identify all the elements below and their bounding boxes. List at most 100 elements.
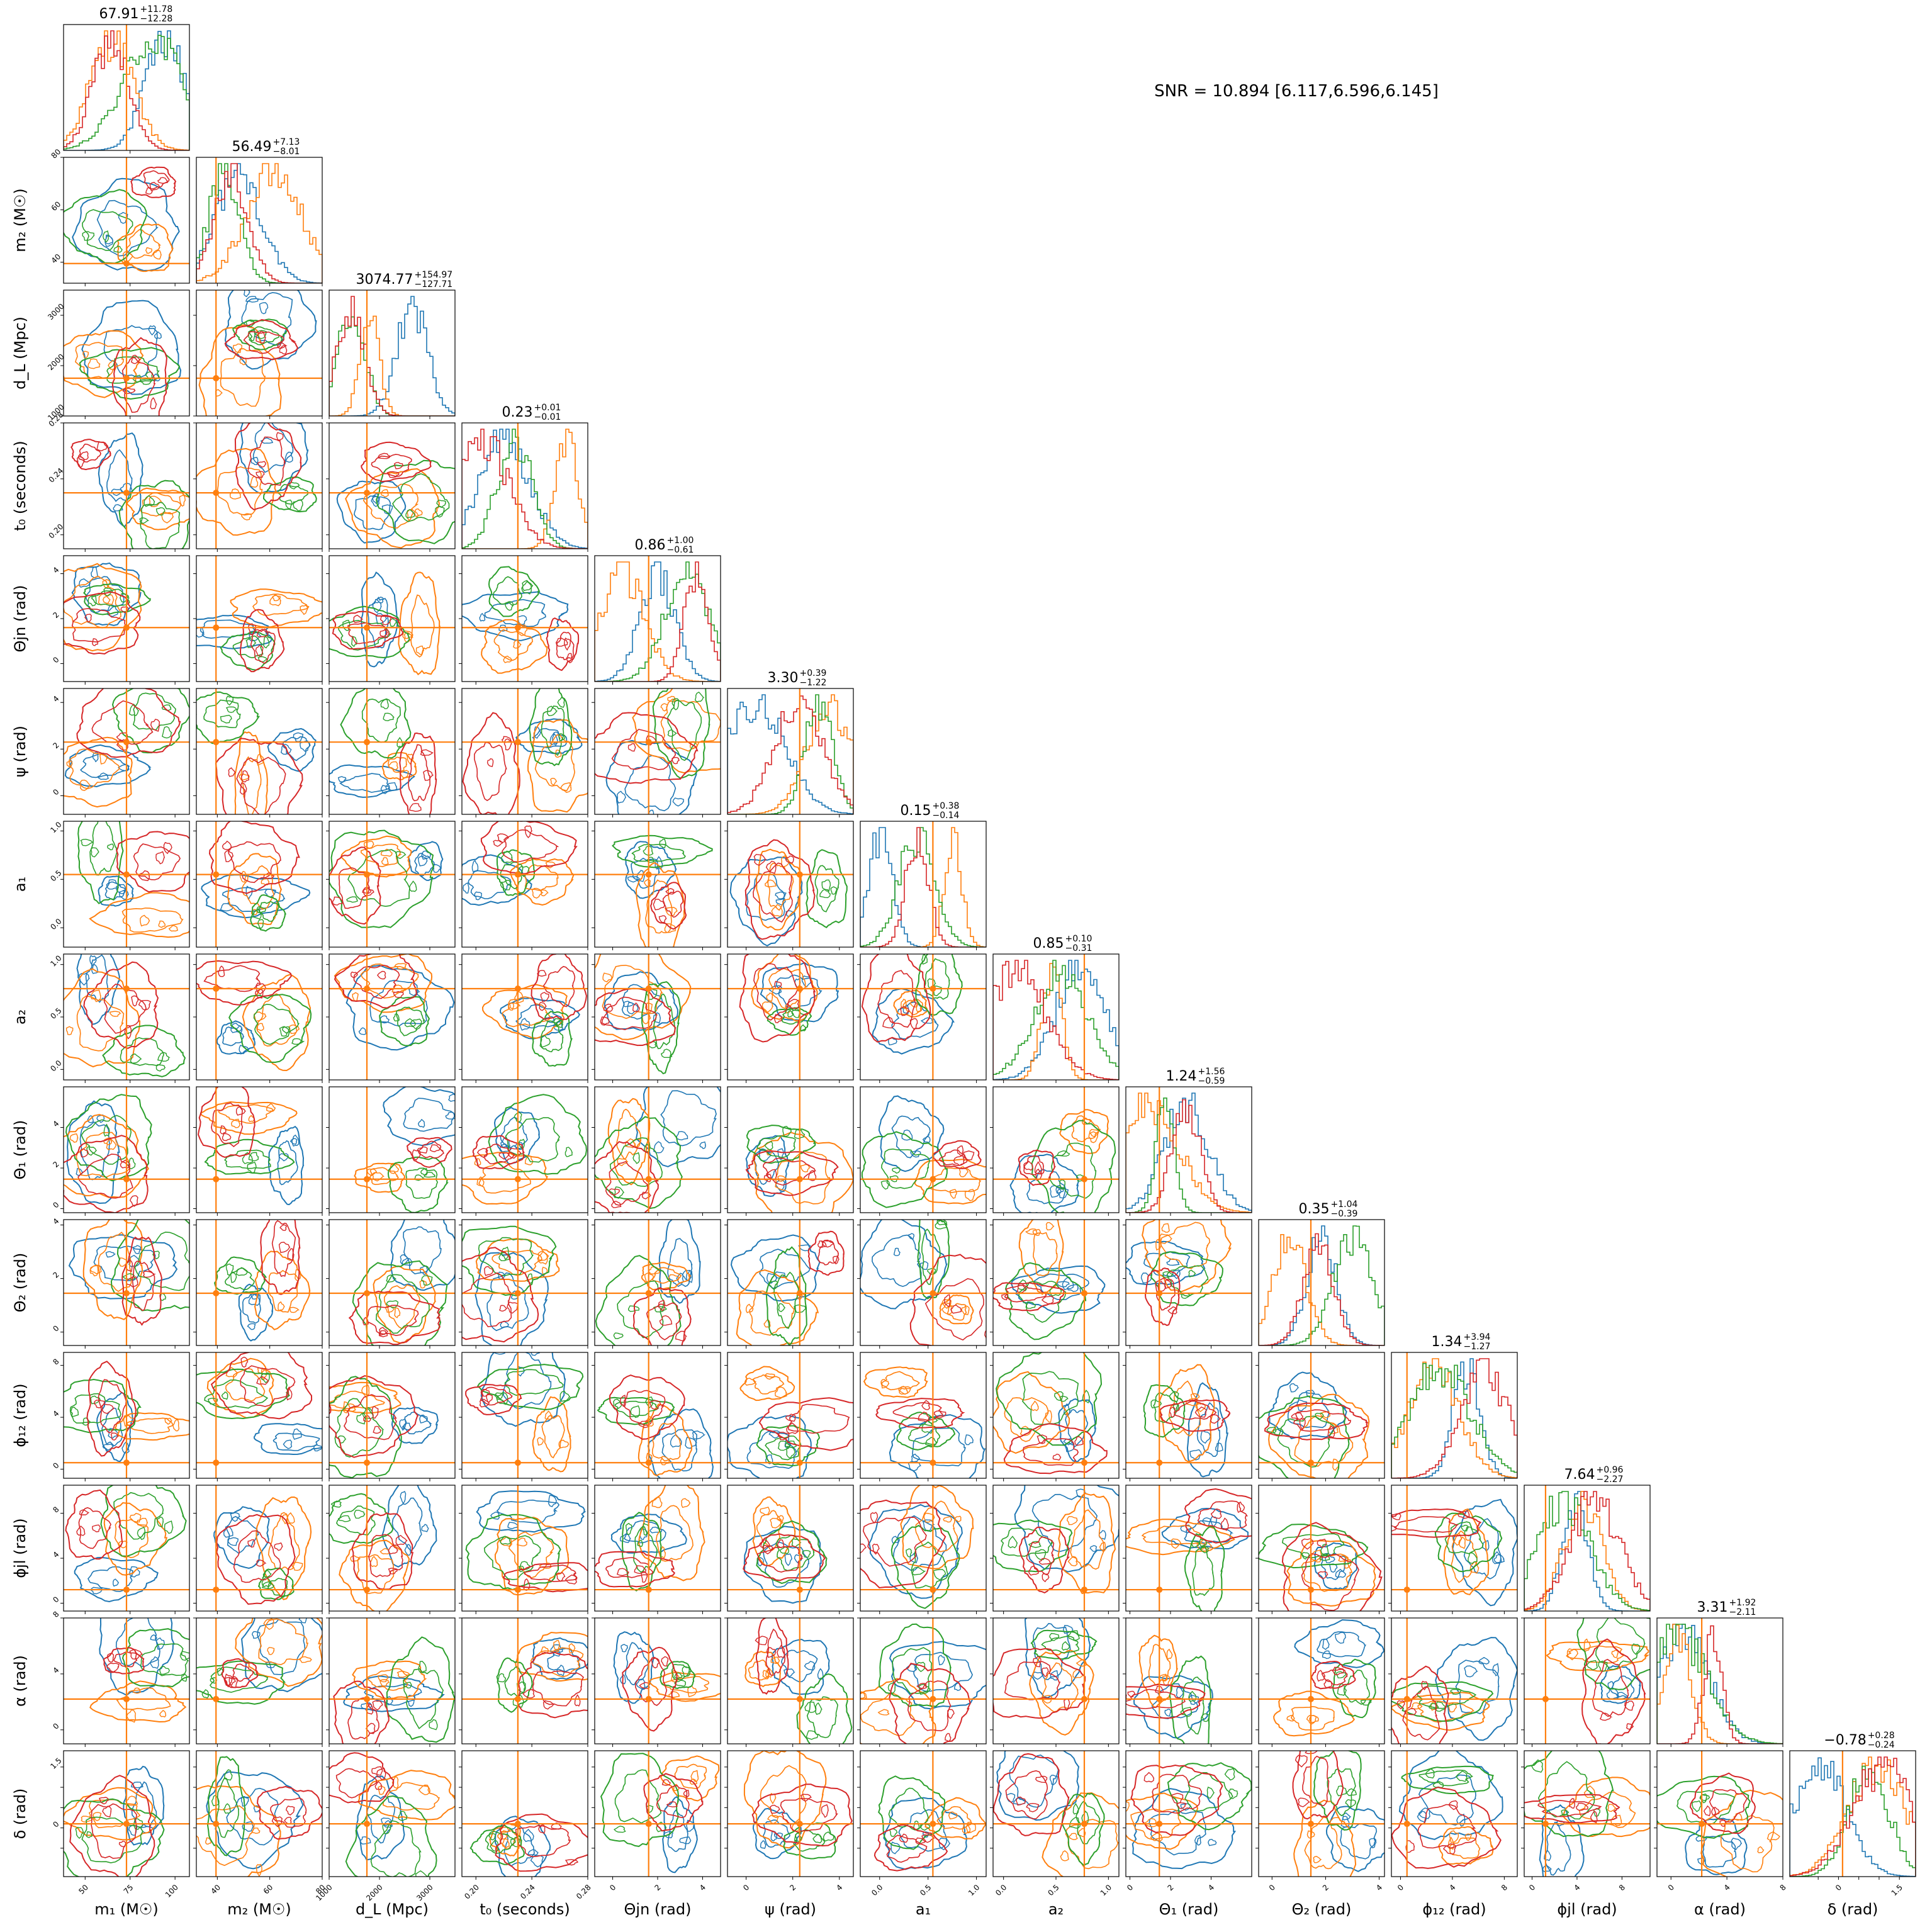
contour-outer-3	[743, 1534, 824, 1580]
x-tick-label: 4	[1374, 1883, 1384, 1892]
contour-inner-3	[1023, 1439, 1078, 1465]
panel-frame	[1259, 1618, 1384, 1744]
truth-marker	[123, 1587, 130, 1593]
contour-island-2	[824, 1832, 834, 1841]
panel-phi_jl-theta_jn	[592, 1478, 721, 1614]
contour-outer-1	[255, 1251, 310, 1329]
y-axis-label-a1: a₁	[11, 877, 29, 892]
x-tick-label: 4	[1572, 1883, 1581, 1892]
contour-inner-3	[460, 1273, 512, 1327]
contour-island-1	[514, 640, 521, 648]
x-tick-label: 0.0	[870, 1883, 884, 1897]
contour-island-1	[364, 841, 374, 849]
contour-inner-0	[94, 1246, 155, 1281]
contour-outer-2	[193, 692, 259, 744]
contour-outer-0	[746, 1136, 789, 1196]
contour-island-3	[1720, 1820, 1726, 1826]
contour-outer-1	[235, 1602, 324, 1686]
contour-island-0	[279, 1154, 289, 1161]
panel-phi_jl-phi12	[1373, 1485, 1517, 1614]
param-stat-plus: +7.13	[272, 137, 300, 147]
x-tick-label: 8	[1500, 1883, 1509, 1892]
truth-marker	[123, 739, 130, 745]
panel-alpha-a2	[988, 1595, 1119, 1747]
truth-marker	[515, 1587, 521, 1593]
truth-marker	[1308, 1821, 1314, 1827]
param-stat-plus: +1.04	[1330, 1199, 1357, 1210]
contour-inner-3	[1006, 1771, 1047, 1819]
contour-outer-3	[1515, 1795, 1619, 1823]
x-tick-label: 0	[1666, 1883, 1676, 1892]
panel-phi12-phi12: 1.34 +3.94−1.27	[1391, 1332, 1517, 1481]
contour-island-3	[286, 1806, 295, 1815]
truth-marker	[929, 986, 936, 992]
panel-m1-m1: 67.91 +11.78−12.28	[64, 4, 189, 154]
x-axis-label-a1: a₁	[916, 1901, 931, 1918]
truth-marker	[364, 624, 370, 631]
truth-marker	[364, 1176, 370, 1182]
truth-marker	[213, 624, 219, 631]
contour-island-0	[680, 1837, 691, 1844]
y-tick-label: 3000	[46, 302, 65, 322]
contour-island-2	[91, 848, 99, 857]
truth-marker	[1308, 1587, 1314, 1593]
contour-outer-3	[116, 832, 196, 892]
param-stat-title: 0.35	[1299, 1201, 1330, 1217]
truth-marker	[515, 624, 521, 631]
panel-a1-m2	[193, 819, 322, 950]
contour-inner-0	[497, 1500, 559, 1524]
truth-marker	[1081, 1459, 1087, 1466]
contour-island-2	[1062, 1642, 1070, 1650]
contour-outer-3	[1384, 1666, 1448, 1761]
contour-inner-2	[1185, 1773, 1233, 1811]
panel-psi-psi: 3.30 +0.39−1.22	[727, 668, 853, 817]
truth-marker	[1156, 1696, 1162, 1702]
contour-island-1	[1167, 1649, 1172, 1660]
contour-outer-2	[1062, 1794, 1104, 1865]
y-axis-label-delta: δ (rad)	[11, 1789, 29, 1839]
truth-marker	[213, 1176, 219, 1182]
contour-inner-0	[914, 1653, 972, 1692]
truth-marker	[123, 1176, 130, 1182]
truth-marker	[515, 1821, 521, 1827]
contour-island-0	[1479, 1658, 1489, 1664]
contour-inner-1	[525, 865, 558, 890]
contour-island-0	[155, 332, 162, 339]
truth-marker	[364, 1290, 370, 1296]
truth-marker	[929, 1459, 936, 1466]
contour-island-0	[1067, 1284, 1078, 1291]
contour-island-3	[1144, 1773, 1154, 1782]
panel-theta1-t0	[458, 1087, 588, 1216]
contour-island-1	[352, 992, 358, 1001]
panel-alpha-phi_jl	[1521, 1603, 1665, 1747]
truth-marker	[1308, 1459, 1314, 1466]
contour-island-1	[395, 1308, 400, 1318]
contour-outer-2	[797, 1674, 852, 1751]
panel-phi_jl-t0	[459, 1485, 595, 1614]
contour-inner-0	[1033, 1495, 1098, 1552]
truth-marker	[1081, 1176, 1087, 1182]
contour-island-1	[943, 1517, 952, 1522]
panel-a1-psi	[724, 821, 853, 950]
contour-inner-1	[253, 594, 309, 615]
contour-island-3	[156, 851, 164, 863]
contour-island-0	[449, 1094, 459, 1101]
contour-outer-2	[1647, 1777, 1750, 1838]
x-tick-label: 0	[1267, 1883, 1277, 1892]
contour-inner-2	[816, 865, 839, 911]
x-tick-label: 60	[262, 1883, 275, 1896]
truth-marker	[1156, 1821, 1162, 1827]
x-tick-label: 0.5	[918, 1883, 933, 1897]
contour-inner-0	[278, 1141, 298, 1185]
contour-island-2	[226, 1264, 233, 1276]
contour-island-2	[614, 1187, 624, 1198]
y-tick-label: 0	[51, 1721, 60, 1731]
contour-island-3	[498, 834, 508, 842]
contour-island-3	[279, 1242, 290, 1252]
contour-island-2	[231, 1272, 237, 1283]
panel-delta-m1: 50 75 10001.5	[48, 1751, 189, 1899]
contour-inner-2	[505, 1369, 563, 1395]
panel-frame	[329, 688, 455, 814]
y-tick-label: 0	[51, 1461, 60, 1470]
contour-island-2	[892, 1167, 900, 1173]
